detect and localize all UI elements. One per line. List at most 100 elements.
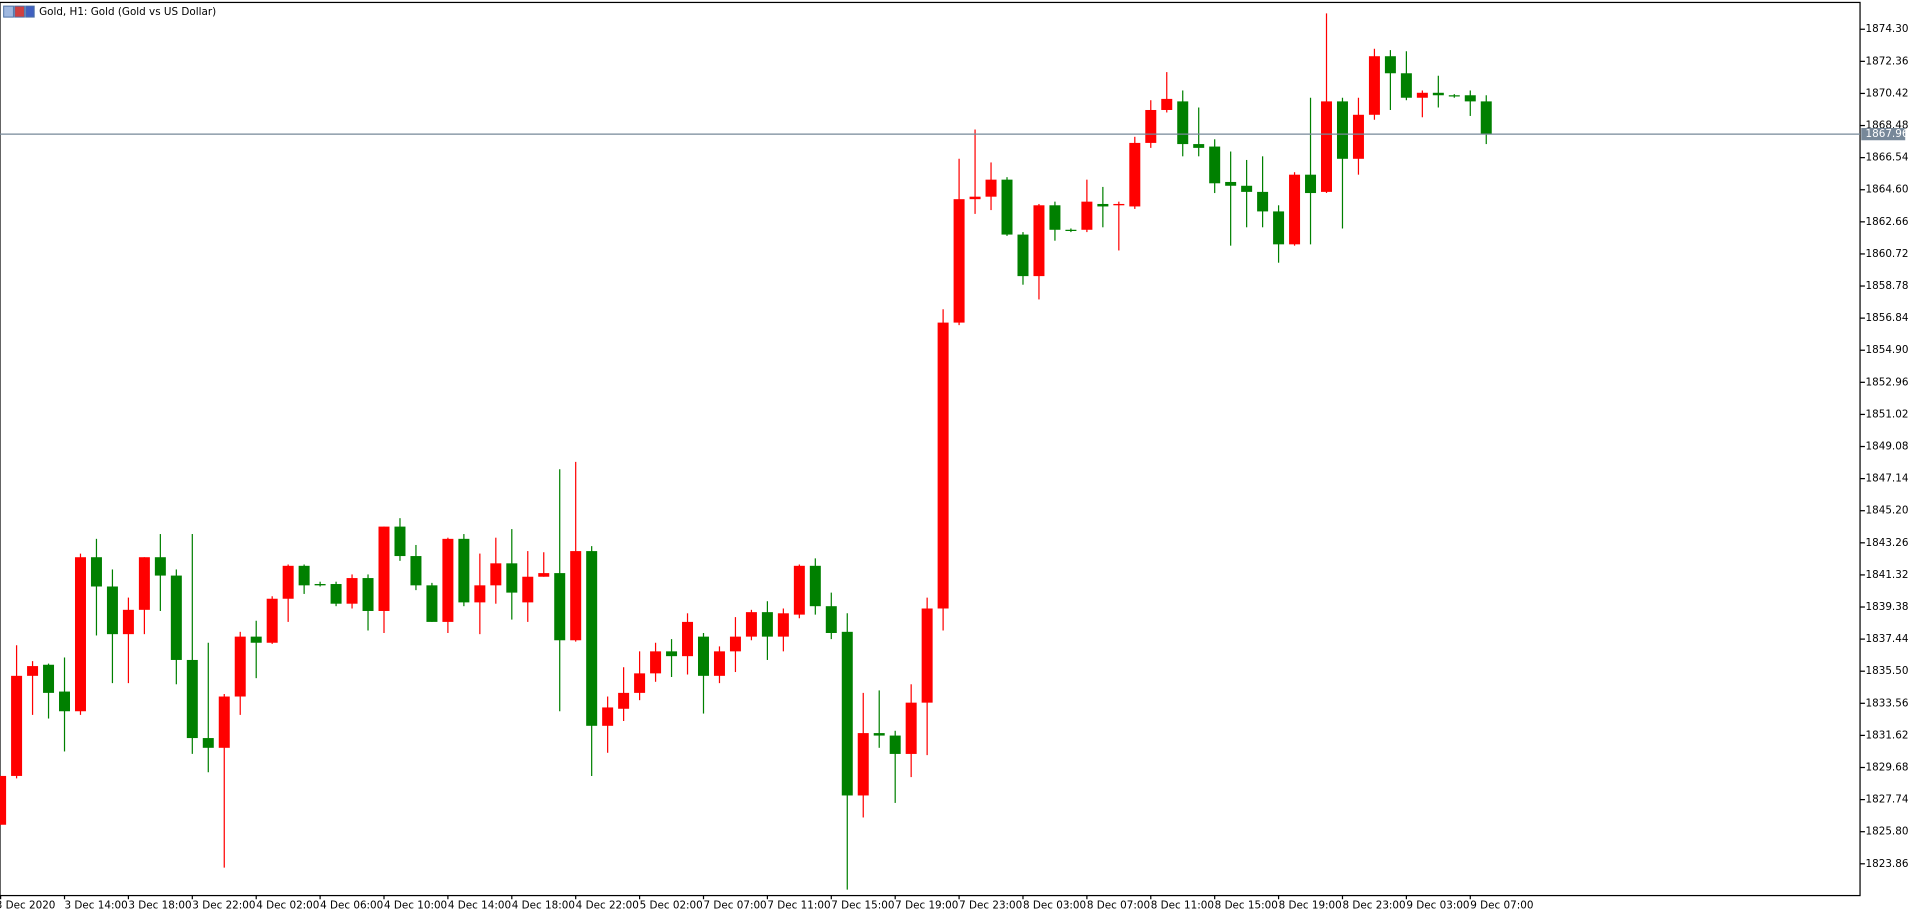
candle-body — [1241, 185, 1253, 192]
candle-body — [1145, 109, 1157, 143]
candle-body — [1017, 234, 1029, 277]
candle-body — [0, 775, 7, 825]
y-tick-label: 1872.36 — [1866, 55, 1909, 67]
candle-body — [1336, 101, 1348, 159]
candle-body — [1273, 211, 1285, 245]
candle-body — [410, 556, 422, 586]
candle-body — [1049, 205, 1061, 230]
x-tick-label: 8 Dec 15:00 — [1215, 899, 1278, 911]
candle-body — [170, 575, 182, 660]
candle-body — [426, 585, 438, 622]
candle-body — [106, 586, 118, 635]
candle-body — [1321, 101, 1332, 192]
y-tick-label: 1866.54 — [1866, 152, 1909, 164]
candle-body — [1352, 114, 1364, 159]
candle-body — [394, 526, 406, 557]
candle-body — [122, 609, 134, 635]
candle-body — [346, 578, 358, 604]
y-tick-label: 1856.84 — [1866, 312, 1909, 324]
candle-body — [250, 636, 262, 643]
candle-body — [809, 565, 821, 607]
y-tick-label: 1858.78 — [1866, 280, 1909, 292]
candle-body — [330, 584, 342, 604]
candle-body — [362, 578, 374, 611]
y-tick-label: 1870.42 — [1866, 87, 1909, 99]
y-tick-label: 1825.80 — [1866, 826, 1909, 838]
x-tick-label: 7 Dec 07:00 — [703, 899, 766, 911]
candle-body — [522, 576, 534, 603]
candle-body — [234, 636, 246, 697]
y-tick-label: 1829.68 — [1866, 762, 1909, 774]
y-tick-label: 1854.90 — [1866, 344, 1909, 356]
candle-body — [138, 557, 150, 610]
candle-body — [218, 696, 230, 748]
candle-body — [1081, 201, 1093, 230]
candle-body — [1400, 73, 1412, 98]
candle-body — [602, 707, 614, 726]
candle-body — [825, 606, 837, 633]
candle-body — [1001, 179, 1013, 235]
current-price-label: 1867.96 — [1866, 128, 1909, 140]
candle-body — [1384, 56, 1396, 74]
x-tick-label: 7 Dec 19:00 — [895, 899, 958, 911]
candle-body — [1161, 98, 1173, 110]
x-tick-label: 5 Dec 02:00 — [640, 899, 703, 911]
x-tick-label: 4 Dec 06:00 — [320, 899, 383, 911]
x-tick-label: 7 Dec 15:00 — [831, 899, 894, 911]
candle-body — [729, 636, 741, 652]
current-price-box — [1861, 128, 1906, 141]
x-tick-label: 3 Dec 2020 — [0, 899, 55, 911]
candle-body — [953, 199, 965, 323]
candle-body — [650, 651, 662, 674]
candle-body — [570, 551, 582, 641]
candle-body — [857, 733, 869, 796]
candle-body — [1225, 181, 1237, 186]
candle-body — [1177, 101, 1189, 145]
candle-body — [442, 538, 454, 622]
y-tick-label: 1839.38 — [1866, 601, 1909, 613]
candle-body — [586, 551, 598, 726]
candle-body — [1065, 229, 1077, 231]
candle-body — [1464, 95, 1476, 102]
y-tick-label: 1874.30 — [1866, 23, 1909, 35]
candle-body — [1416, 92, 1428, 98]
x-tick-label: 4 Dec 10:00 — [384, 899, 447, 911]
y-tick-label: 1852.96 — [1866, 376, 1909, 388]
candle-body — [1193, 144, 1205, 148]
candle-body — [59, 691, 71, 712]
candle-body — [634, 673, 646, 693]
candle-body — [1432, 92, 1444, 96]
candle-body — [777, 613, 789, 637]
x-tick-label: 4 Dec 02:00 — [256, 899, 319, 911]
candle-body — [921, 608, 933, 703]
candle-body — [618, 692, 630, 709]
x-tick-label: 7 Dec 23:00 — [959, 899, 1022, 911]
x-tick-label: 7 Dec 11:00 — [767, 899, 830, 911]
candle-body — [761, 612, 773, 637]
x-tick-label: 3 Dec 14:00 — [65, 899, 128, 911]
candle-body — [490, 563, 502, 586]
candle-body — [1257, 191, 1269, 212]
x-tick-label: 8 Dec 23:00 — [1342, 899, 1405, 911]
candle-body — [937, 322, 949, 609]
y-tick-label: 1837.44 — [1866, 633, 1909, 645]
x-tick-label: 4 Dec 14:00 — [448, 899, 511, 911]
y-tick-label: 1833.56 — [1866, 697, 1909, 709]
x-tick-label: 4 Dec 22:00 — [576, 899, 639, 911]
candle-body — [1129, 142, 1141, 207]
candle-body — [697, 636, 709, 676]
x-tick-label: 3 Dec 22:00 — [192, 899, 255, 911]
candle-body — [506, 563, 518, 593]
candle-body — [378, 526, 390, 611]
x-tick-label: 9 Dec 07:00 — [1470, 899, 1533, 911]
y-tick-label: 1843.26 — [1866, 537, 1909, 549]
candle-body — [745, 612, 757, 637]
candle-body — [27, 666, 39, 676]
x-tick-label: 8 Dec 19:00 — [1279, 899, 1342, 911]
y-tick-label: 1831.62 — [1866, 729, 1909, 741]
y-tick-label: 1827.74 — [1866, 794, 1909, 806]
chart-icon — [3, 5, 35, 18]
y-tick-label: 1860.72 — [1866, 248, 1909, 260]
candle-body — [1113, 203, 1125, 206]
